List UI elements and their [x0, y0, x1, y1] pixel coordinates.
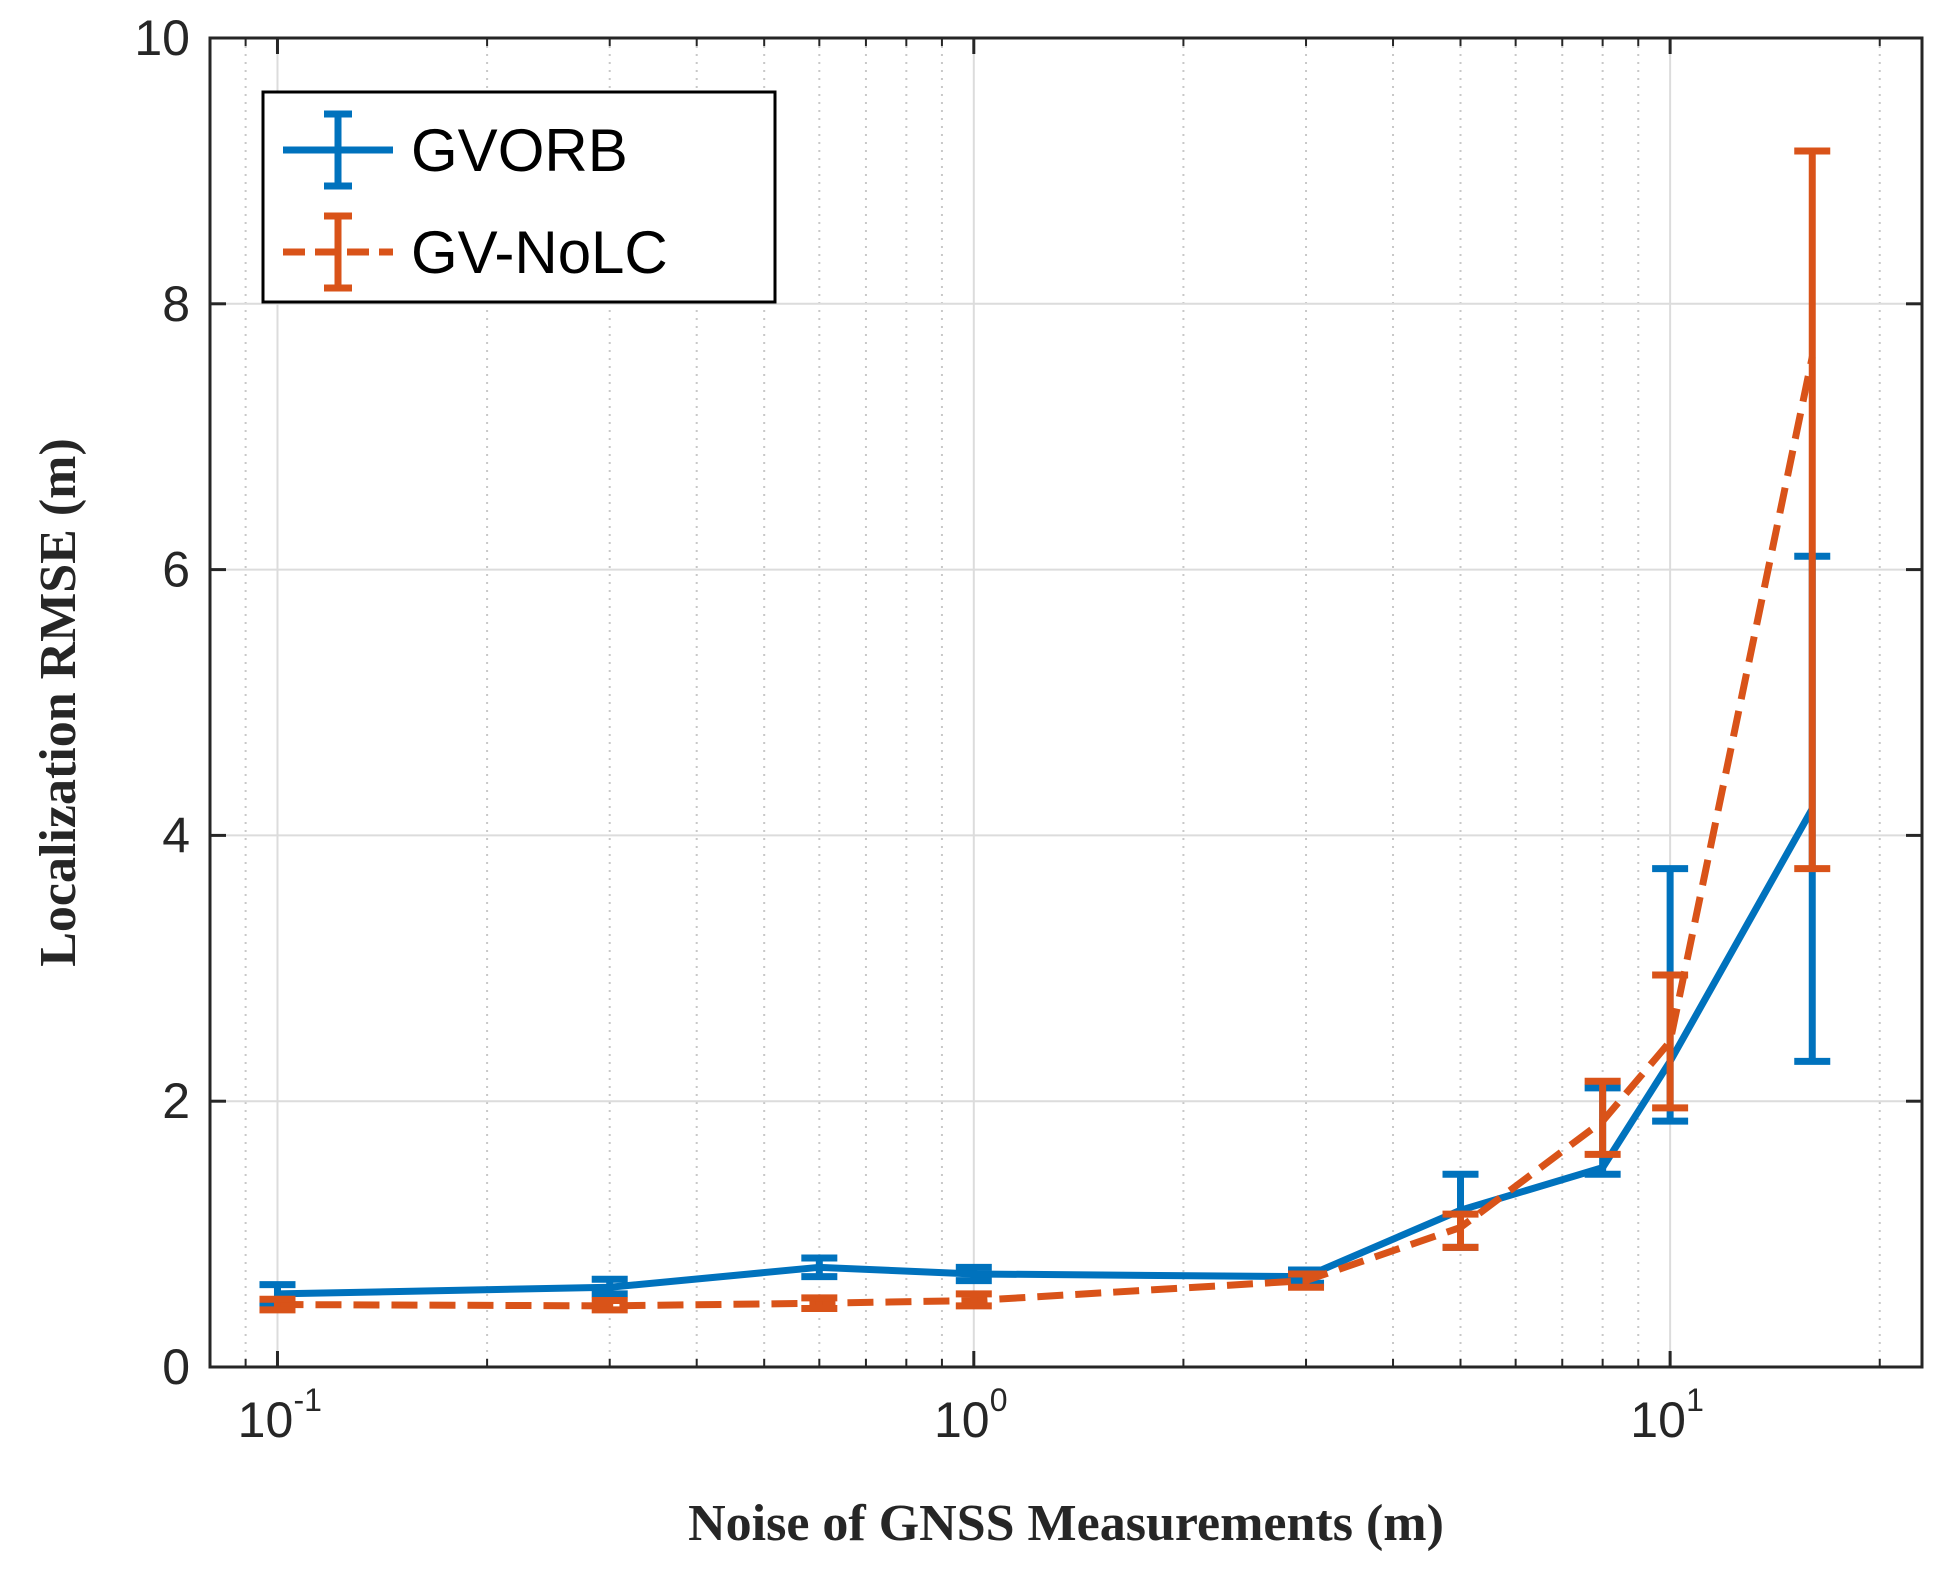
error-bar — [1584, 1077, 1621, 1158]
y-axis-title: Localization RMSE (m) — [30, 438, 87, 967]
x-tick-label-base: 10 — [238, 1392, 294, 1448]
y-tick-label: 0 — [162, 1339, 190, 1395]
error-bar — [591, 1275, 628, 1298]
legend-item-gv-nolc: GV-NoLC — [283, 212, 668, 292]
error-bar — [1288, 1270, 1325, 1291]
x-axis-title: Noise of GNSS Measurements (m) — [688, 1495, 1444, 1552]
series-gv-nolc — [259, 147, 1831, 1314]
y-tick-label: 4 — [162, 807, 190, 863]
legend-item-gvorb: GVORB — [283, 110, 628, 190]
error-bar — [591, 1297, 628, 1314]
axes-box — [208, 36, 1924, 1369]
error-bar — [955, 1290, 992, 1310]
error-bar — [1442, 1210, 1479, 1251]
x-tick-label: 10 0 — [934, 1382, 1008, 1448]
error-bar — [1794, 147, 1831, 873]
y-tick-label: 6 — [162, 542, 190, 598]
legend: GVORB GV-NoLC — [261, 90, 777, 304]
x-tick-label: 10 -1 — [238, 1382, 322, 1448]
error-bar — [801, 1254, 838, 1281]
x-tick-label-base: 10 — [1630, 1392, 1686, 1448]
series-layer — [259, 147, 1831, 1314]
grid — [210, 38, 1922, 1367]
ticks — [210, 36, 1922, 1369]
error-bar — [801, 1294, 838, 1313]
x-tick-label-exponent: -1 — [293, 1382, 321, 1418]
legend-label: GV-NoLC — [411, 219, 668, 286]
error-bar — [259, 1295, 296, 1314]
legend-box — [261, 90, 777, 304]
y-tick-label: 8 — [162, 276, 190, 332]
x-tick-label-base: 10 — [934, 1392, 990, 1448]
y-tick-label: 2 — [162, 1073, 190, 1129]
x-tick-label: 10 1 — [1630, 1382, 1704, 1448]
error-bar — [1652, 971, 1689, 1112]
legend-label: GVORB — [411, 117, 628, 184]
x-tick-label-exponent: 1 — [1686, 1382, 1704, 1418]
y-tick-label: 10 — [134, 10, 190, 66]
error-bar — [955, 1263, 992, 1285]
x-tick-label-exponent: 0 — [990, 1382, 1008, 1418]
